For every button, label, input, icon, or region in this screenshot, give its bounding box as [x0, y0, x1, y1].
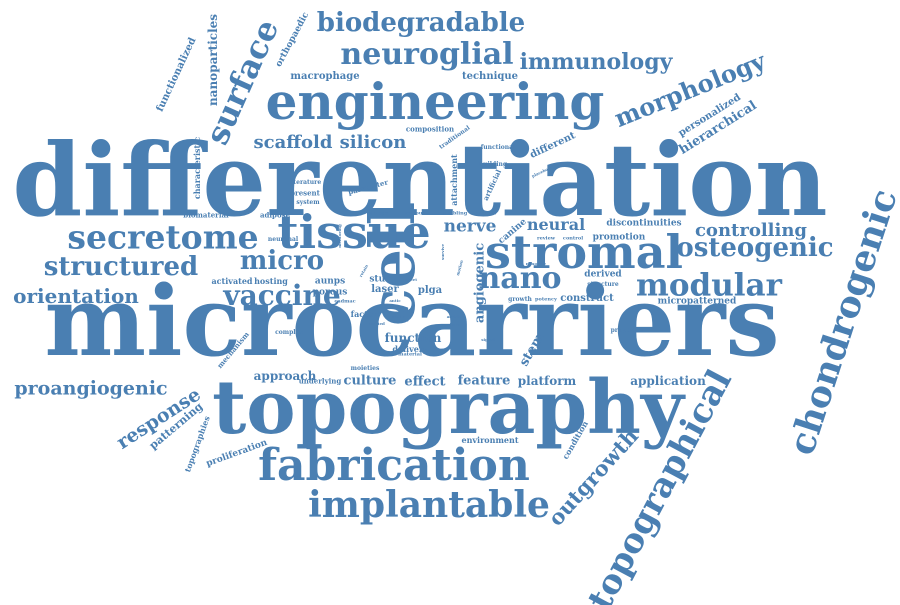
word-fabrication: fabrication: [258, 440, 530, 491]
word-characteristic: characteristic: [192, 136, 202, 200]
word-angiogenic: angiogenic: [472, 242, 488, 324]
word-derived: derived: [584, 269, 622, 280]
word-sheet: sheet: [404, 277, 418, 282]
word-delivery: delivery: [392, 344, 428, 354]
word-cattle: cattle: [391, 314, 405, 319]
word-system: system: [296, 199, 320, 206]
word-controlling: controlling: [694, 220, 808, 241]
word-effect: effect: [404, 374, 446, 390]
word-regulates: regulates: [439, 322, 461, 327]
word-tissue: tissue: [277, 205, 431, 259]
word-structured: structured: [43, 252, 199, 282]
word-platform: platform: [517, 374, 577, 388]
word-micropatterned: micropatterned: [657, 296, 737, 307]
word-activated: activated: [211, 276, 253, 286]
word-silicon: silicon: [339, 132, 407, 153]
word-engineering: engineering: [265, 72, 605, 131]
word-present: present: [290, 188, 320, 198]
word-potency: potency: [535, 296, 557, 303]
word-biomaterial: biomaterial: [183, 210, 229, 220]
word-material: material: [398, 351, 422, 358]
word-osteogenic: osteogenic: [676, 233, 834, 263]
word-macrophage: macrophage: [290, 71, 360, 82]
word-control: control: [562, 235, 584, 242]
word-differentiation: differentiation: [12, 121, 828, 239]
word-underlying: underlying: [298, 376, 342, 386]
word-moieties: moieties: [350, 365, 380, 372]
word-article: article: [446, 314, 462, 319]
word-vaccine: vaccine: [223, 279, 341, 312]
word-feature: feature: [457, 373, 511, 389]
word-neuronal: neuronal: [267, 236, 299, 243]
word-antic: antic: [389, 298, 401, 303]
word-nano: nano: [478, 261, 562, 296]
word-complex: complex: [275, 329, 303, 336]
word-attachment: attachment: [449, 154, 459, 206]
word-nanoparticles: nanoparticles: [206, 13, 220, 107]
word-neuroglial: neuroglial: [340, 37, 514, 72]
word-application: application: [630, 374, 706, 388]
word-discontinuities: discontinuities: [606, 218, 682, 229]
word-unified: unified: [369, 321, 385, 326]
word-hosting: hosting: [254, 276, 288, 286]
word-approach: approach: [253, 369, 317, 383]
word-plga: plga: [417, 285, 443, 296]
word-porous: porous: [312, 287, 348, 298]
word-orientation: orientation: [13, 284, 139, 308]
word-properties: properties: [610, 327, 646, 334]
word-function: function: [384, 331, 442, 345]
word-nanorule: nanorule: [525, 261, 547, 266]
word-nervous: nervous: [473, 210, 497, 217]
word-review: review: [536, 235, 556, 242]
word-mentoring: mentoring: [337, 224, 342, 248]
word-adipose: adipose: [259, 210, 291, 220]
word-promotion: promotion: [592, 232, 646, 243]
word-immunology: immunology: [519, 49, 673, 75]
word-culture: culture: [343, 373, 397, 389]
word-various: various: [404, 210, 426, 217]
word-stromal: stromal: [484, 225, 684, 279]
word-signal: signal: [481, 337, 495, 342]
word-composition: composition: [405, 124, 455, 134]
word-micro: micro: [239, 246, 325, 276]
word-scaffold: scaffold: [253, 132, 333, 153]
word-biodegradable: biodegradable: [316, 8, 526, 38]
word-structure: structure: [587, 281, 619, 288]
word-nerve: nerve: [443, 216, 497, 237]
word-building: building: [478, 161, 508, 168]
word-microcarriers: microcarriers: [44, 265, 780, 378]
word-technique: technique: [461, 71, 519, 82]
word-biology: biology: [367, 210, 389, 217]
word-survive: survive: [440, 244, 445, 260]
word-growth: growth: [508, 296, 532, 303]
word-environment: environment: [461, 435, 519, 445]
word-neural: neural: [526, 215, 586, 234]
word-functionalized: functionalized: [154, 36, 199, 114]
word-topography: topography: [212, 365, 684, 451]
word-modular: modular: [636, 267, 782, 304]
word-aunps: aunps: [314, 276, 346, 287]
word-secretome: secretome: [67, 217, 259, 257]
word-laser: laser: [371, 284, 399, 295]
word-enabling: enabling: [442, 210, 468, 217]
word-literature: literature: [288, 179, 322, 186]
word-functional: functional: [480, 144, 516, 151]
word-study: study: [369, 274, 397, 285]
word-proangiogenic: proangiogenic: [14, 377, 168, 400]
word-cadmac: cadmac: [334, 298, 356, 305]
word-construct: construct: [560, 293, 614, 304]
word-implantable: implantable: [308, 484, 550, 526]
word-factor: factor: [350, 309, 378, 319]
